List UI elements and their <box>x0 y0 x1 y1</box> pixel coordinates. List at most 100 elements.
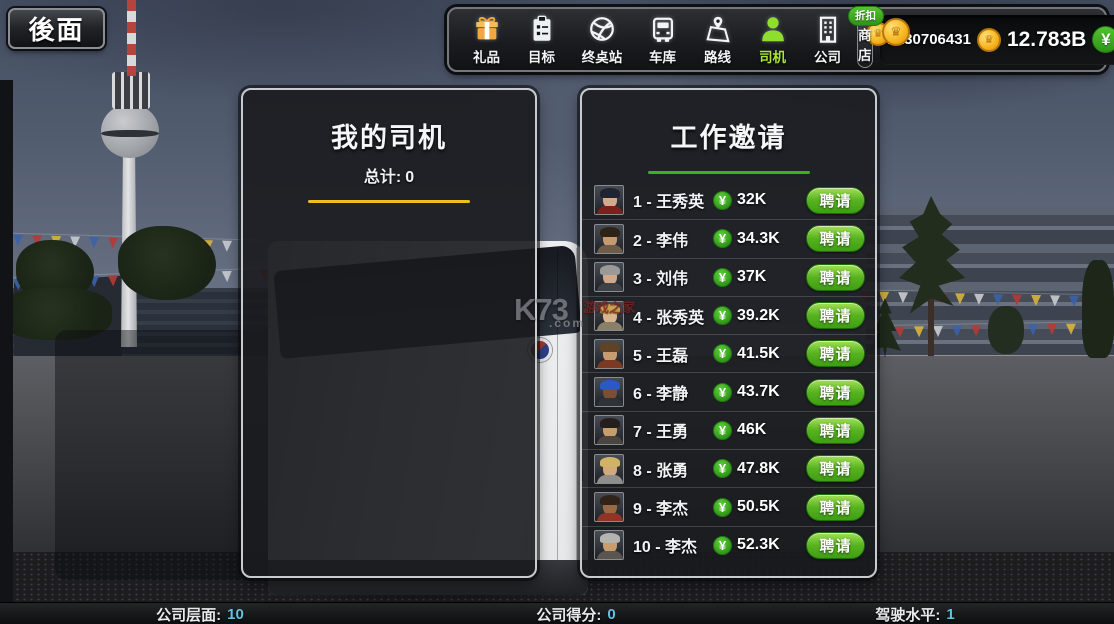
tree <box>0 288 112 340</box>
yen-coin-icon: ¥ <box>713 459 732 479</box>
top-toolbar: 礼品 目标 <box>447 5 1114 72</box>
driver-price: ¥ 37K <box>713 267 806 287</box>
hire-button[interactable]: 聘请 <box>806 531 865 559</box>
tab-gifts[interactable]: 礼品 <box>459 11 514 69</box>
price-value: 32K <box>737 191 767 209</box>
driver-invite-list: 1 - 王秀英 ¥ 32K 聘请 2 - 李伟 ¥ 34.3K 聘请 3 - 刘… <box>582 181 875 564</box>
driver-name: 6 - 李静 <box>633 386 689 404</box>
hire-button[interactable]: 聘请 <box>806 302 865 330</box>
hire-button[interactable]: 聘请 <box>806 493 865 521</box>
tab-terminal[interactable]: 终奌站 <box>569 11 635 69</box>
watermark-suffix: .com <box>549 316 586 330</box>
toolbar-tabs: 礼品 目标 <box>459 9 855 70</box>
driver-price: ¥ 43.7K <box>713 382 806 402</box>
total-value: 0 <box>405 169 415 186</box>
company-score-value: 0 <box>607 605 616 623</box>
driver-name: 9 - 李杰 <box>633 501 689 519</box>
back-button-label: 後面 <box>28 15 85 45</box>
job-invites-title: 工作邀请 <box>670 123 787 153</box>
my-drivers-title: 我的司机 <box>331 123 447 153</box>
driving-level: 驾驶水平: 1 <box>875 603 954 624</box>
driver-price: ¥ 52.3K <box>713 535 806 555</box>
price-value: 46K <box>737 421 767 439</box>
hire-button[interactable]: 聘请 <box>806 263 865 291</box>
tab-drivers[interactable]: 司机 <box>745 11 800 69</box>
driver-row: 9 - 李杰 ¥ 50.5K 聘请 <box>582 487 875 525</box>
shop-button-label: 商店 <box>858 27 872 63</box>
driver-avatar <box>594 492 624 523</box>
driver-avatar <box>594 262 624 293</box>
driver-price: ¥ 32K <box>713 190 806 210</box>
company-level-value: 10 <box>227 605 244 623</box>
company-score: 公司得分: 0 <box>536 603 615 624</box>
hire-button[interactable]: 聘请 <box>806 186 865 214</box>
site-watermark: K73 .com 游戏之家 <box>506 292 635 330</box>
tab-drivers-label: 司机 <box>759 49 786 65</box>
tab-routes[interactable]: 路线 <box>690 11 745 69</box>
driver-row: 1 - 王秀英 ¥ 32K 聘请 <box>582 181 875 219</box>
driver-name: 5 - 王磊 <box>633 347 689 365</box>
hire-button[interactable]: 聘请 <box>806 455 865 483</box>
driver-row: 5 - 王磊 ¥ 41.5K 聘请 <box>582 334 875 372</box>
yen-coin-icon: ¥ <box>713 190 732 210</box>
hire-button[interactable]: 聘请 <box>806 416 865 444</box>
driver-name: 3 - 刘伟 <box>633 271 689 289</box>
hire-button[interactable]: 聘请 <box>806 378 865 406</box>
driver-avatar <box>594 377 624 408</box>
tree <box>118 226 216 300</box>
yen-coin-icon: ¥ <box>713 497 732 517</box>
shop-button[interactable]: ♛ ♛ 折扣 商店 <box>847 5 910 68</box>
tab-gifts-label: 礼品 <box>473 49 500 65</box>
price-value: 39.2K <box>737 306 780 324</box>
tab-goals-label: 目标 <box>528 49 555 65</box>
my-drivers-total: 总计: 0 <box>243 163 535 187</box>
driving-level-value: 1 <box>946 605 955 623</box>
gold-coin-icon: ♛ <box>976 27 1001 52</box>
price-value: 34.3K <box>737 229 780 247</box>
driver-row: 6 - 李静 ¥ 43.7K 聘请 <box>582 372 875 410</box>
tab-garage[interactable]: 车库 <box>635 11 690 69</box>
tab-terminal-label: 终奌站 <box>581 49 623 65</box>
driver-price: ¥ 39.2K <box>713 306 806 326</box>
tv-tower-ring <box>101 130 159 137</box>
driver-avatar <box>594 300 624 331</box>
tab-goals[interactable]: 目标 <box>514 11 569 69</box>
tab-routes-label: 路线 <box>704 49 731 65</box>
driver-price: ¥ 50.5K <box>713 497 806 517</box>
green-underline <box>647 171 810 174</box>
driver-avatar <box>594 415 624 446</box>
building-icon <box>813 14 843 44</box>
tab-garage-label: 车库 <box>649 49 676 65</box>
price-value: 50.5K <box>737 498 780 516</box>
company-score-label: 公司得分: <box>536 606 602 624</box>
hire-button[interactable]: 聘请 <box>806 340 865 368</box>
driver-price: ¥ 41.5K <box>713 344 806 364</box>
price-value: 37K <box>737 268 767 286</box>
driver-row: 8 - 张勇 ¥ 47.8K 聘请 <box>582 449 875 487</box>
yen-coin-icon: ¥ <box>713 382 732 402</box>
tab-company-label: 公司 <box>814 49 841 65</box>
hire-button[interactable]: 聘请 <box>806 225 865 253</box>
my-drivers-panel: 我的司机 总计: 0 <box>241 88 537 578</box>
gift-icon <box>472 14 502 44</box>
job-invites-panel: 工作邀请 1 - 王秀英 ¥ 32K 聘请 2 - 李伟 ¥ 34.3K 聘请 <box>580 88 877 578</box>
yen-coin-icon: ¥ <box>713 344 732 364</box>
driver-avatar <box>594 338 624 369</box>
tv-tower-mast <box>127 0 136 76</box>
tv-tower-antenna-section <box>112 72 150 109</box>
driver-name: 4 - 张秀英 <box>633 309 705 327</box>
driver-avatar <box>594 530 624 561</box>
driver-avatar <box>594 453 624 484</box>
status-bar: 公司层面: 10 公司得分: 0 驾驶水平: 1 <box>0 602 1114 624</box>
driver-row: 7 - 王勇 ¥ 46K 聘请 <box>582 410 875 449</box>
bus-door-seam <box>576 248 577 592</box>
driver-row: 4 - 张秀英 ¥ 39.2K 聘请 <box>582 295 875 334</box>
company-level: 公司层面: 10 <box>156 603 244 624</box>
back-button[interactable]: 後面 <box>8 8 105 49</box>
currency-display: 2130706431 ♛ 12.783B ¥ <box>879 14 1114 65</box>
discount-badge: 折扣 <box>847 5 884 26</box>
driver-name: 2 - 李伟 <box>633 232 689 250</box>
tab-company[interactable]: 公司 <box>800 11 855 69</box>
clipboard-icon <box>527 14 557 44</box>
